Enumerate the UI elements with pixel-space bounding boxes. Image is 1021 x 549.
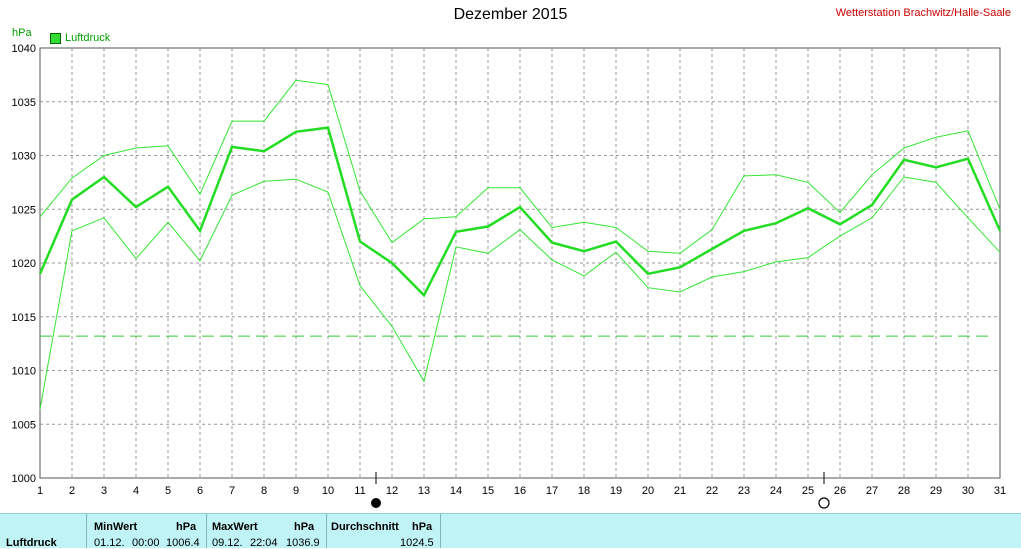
min-date: 01.12. [94,537,125,549]
avg-value: 1024.5 [400,537,434,549]
x-tick-label: 14 [450,485,462,497]
avg-header: Durchschnitt [331,521,399,533]
max-time: 22:04 [250,537,278,549]
x-tick-label: 10 [322,485,334,497]
legend-label: Luftdruck [65,32,111,44]
series-line-lower [39,176,1001,410]
min-time: 00:00 [132,537,160,549]
x-tick-label: 1 [37,485,43,497]
new-moon-icon [371,498,381,508]
x-tick-label: 16 [514,485,526,497]
y-tick-label: 1015 [12,312,36,324]
y-tick-label: 1000 [12,473,36,485]
x-tick-label: 17 [546,485,558,497]
stats-footer: Luftdruck MinWert hPa 01.12. 00:00 1006.… [0,513,1021,549]
series-line-luftdruck [38,126,1002,298]
x-tick-label: 31 [994,485,1006,497]
y-tick-label: 1010 [12,366,36,378]
x-tick-label: 7 [229,485,235,497]
x-tick-label: 19 [610,485,622,497]
x-tick-label: 11 [354,485,365,497]
x-tick-label: 2 [69,485,75,497]
x-tick-label: 22 [706,485,718,497]
x-tick-label: 8 [261,485,267,497]
x-tick-label: 28 [898,485,910,497]
max-cell: MaxWert hPa 09.12. 22:04 1036.9 [206,514,327,549]
x-tick-label: 3 [101,485,107,497]
legend: Luftdruck [50,32,110,44]
y-tick-label: 1035 [12,97,36,109]
x-tick-label: 9 [293,485,299,497]
x-tick-label: 20 [642,485,654,497]
x-tick-label: 27 [866,485,878,497]
x-tick-label: 24 [770,485,782,497]
x-tick-label: 18 [578,485,590,497]
y-axis-unit: hPa [12,27,32,39]
x-tick-label: 12 [386,485,398,497]
min-value: 1006.4 [166,537,200,549]
y-tick-label: 1005 [12,419,36,431]
x-tick-label: 25 [802,485,814,497]
full-moon-icon [818,497,830,509]
max-date: 09.12. [212,537,243,549]
chart-title: Dezember 2015 [453,6,568,23]
avg-cell: Durchschnitt hPa 1024.5 [326,514,441,549]
max-unit: hPa [294,521,315,533]
x-tick-label: 23 [738,485,750,497]
min-unit: hPa [176,521,197,533]
x-tick-label: 13 [418,485,430,497]
x-tick-label: 15 [482,485,494,497]
y-tick-label: 1030 [12,151,36,163]
y-tick-label: 1040 [12,43,36,55]
min-header: MinWert [94,521,138,533]
x-tick-label: 5 [165,485,171,497]
x-tick-label: 21 [674,485,686,497]
x-tick-label: 4 [133,485,139,497]
legend-swatch [50,32,61,44]
x-tick-label: 6 [197,485,203,497]
station-name: Wetterstation Brachwitz/Halle-Saale [835,7,1011,19]
y-tick-label: 1020 [12,258,36,270]
max-header: MaxWert [212,521,258,533]
series-line-upper [39,79,1001,254]
x-tick-label: 26 [834,485,846,497]
max-value: 1036.9 [286,537,320,549]
min-cell: MinWert hPa 01.12. 00:00 1006.4 [86,514,207,549]
x-tick-label: 29 [930,485,942,497]
y-tick-label: 1025 [12,204,36,216]
stats-label-cell: Luftdruck [0,514,87,549]
avg-unit: hPa [412,521,433,533]
stats-row-label: Luftdruck [6,537,57,549]
x-tick-label: 30 [962,485,974,497]
